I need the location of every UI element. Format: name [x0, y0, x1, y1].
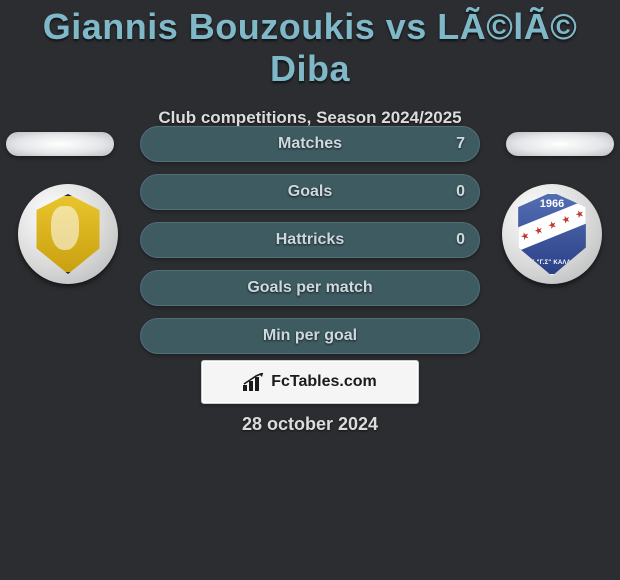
stat-label: Hattricks	[141, 223, 479, 257]
crest-right-shield: 1966 ★ ★ ★ ★ ★ Π.Α.Ε "Γ.Σ" ΚΑΛΛΙΘΕΑ	[516, 192, 588, 276]
stat-row-hattricks: Hattricks 0	[140, 222, 480, 258]
fctables-icon	[243, 373, 265, 391]
stat-value-right: 0	[456, 175, 465, 209]
stat-label: Min per goal	[141, 319, 479, 353]
stats-block: Matches 7 Goals 0 Hattricks 0 Goals per …	[140, 126, 480, 366]
stat-row-goals: Goals 0	[140, 174, 480, 210]
stat-value-right: 7	[456, 127, 465, 161]
stat-row-min-per-goal: Min per goal	[140, 318, 480, 354]
fctables-badge[interactable]: FcTables.com	[201, 360, 419, 404]
page-subtitle: Club competitions, Season 2024/2025	[0, 108, 620, 128]
player-left-pill	[6, 132, 114, 156]
page-title: Giannis Bouzoukis vs LÃ©lÃ© Diba	[0, 6, 620, 90]
stat-label: Matches	[141, 127, 479, 161]
club-crest-right: 1966 ★ ★ ★ ★ ★ Π.Α.Ε "Γ.Σ" ΚΑΛΛΙΘΕΑ	[502, 184, 602, 284]
crest-right-stars: ★ ★ ★ ★ ★	[519, 207, 588, 243]
comparison-card: Giannis Bouzoukis vs LÃ©lÃ© Diba Club co…	[0, 6, 620, 580]
stat-row-goals-per-match: Goals per match	[140, 270, 480, 306]
stat-row-matches: Matches 7	[140, 126, 480, 162]
stat-label: Goals per match	[141, 271, 479, 305]
fctables-label: FcTables.com	[271, 373, 377, 391]
date-label: 28 october 2024	[0, 414, 620, 435]
stat-value-right: 0	[456, 223, 465, 257]
crest-left-shield	[33, 194, 103, 274]
club-crest-left	[18, 184, 118, 284]
crest-right-org: Π.Α.Ε "Γ.Σ" ΚΑΛΛΙΘΕΑ	[516, 260, 588, 266]
stat-label: Goals	[141, 175, 479, 209]
player-right-pill	[506, 132, 614, 156]
